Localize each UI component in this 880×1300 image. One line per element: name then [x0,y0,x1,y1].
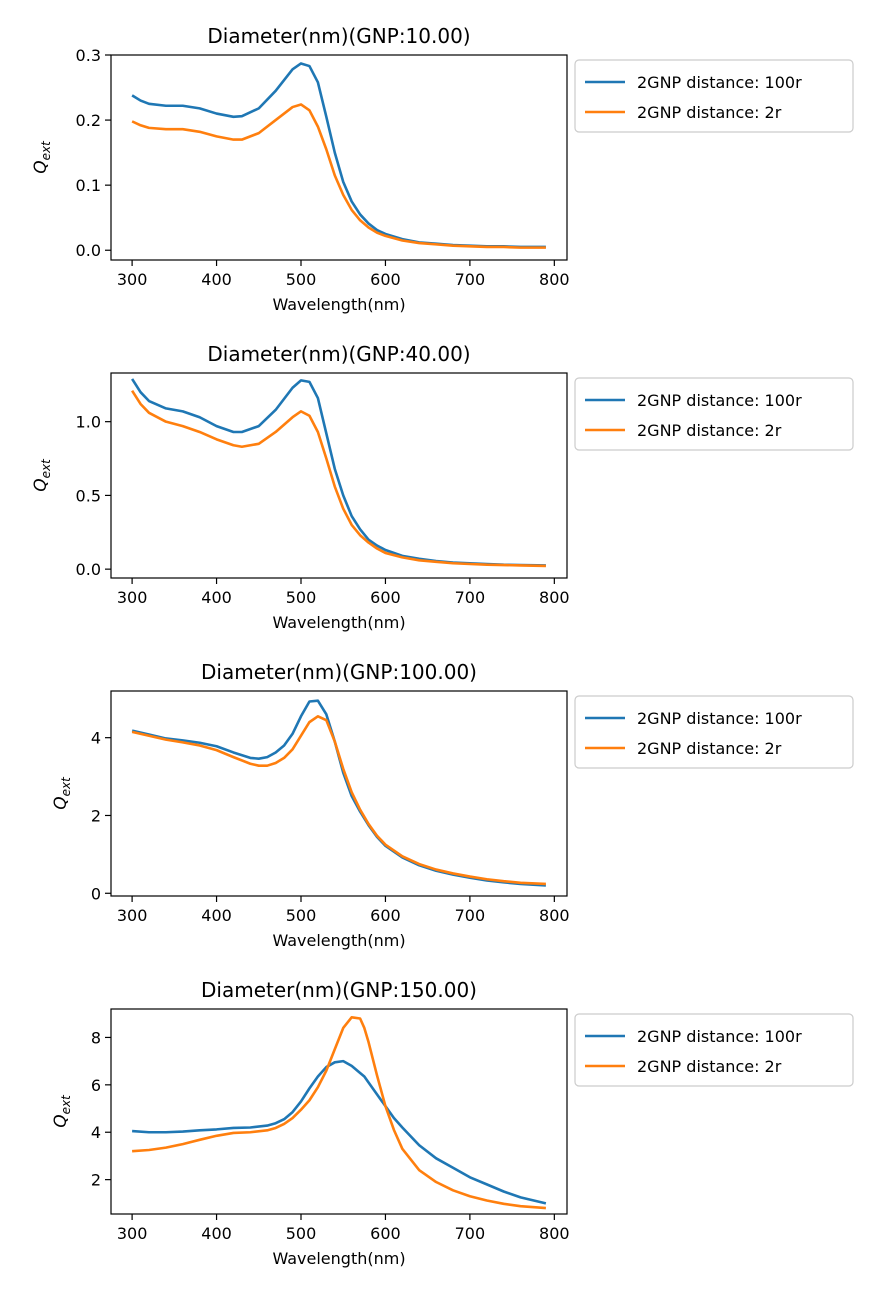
y-axis-label-sub: ext [39,458,53,478]
x-tick-label: 300 [117,588,148,607]
legend-entry-2: 2GNP distance: 2r [637,421,782,440]
legend-entry-2: 2GNP distance: 2r [637,103,782,122]
x-tick-label: 600 [370,588,401,607]
legend-entry-1: 2GNP distance: 100r [637,1027,802,1046]
x-axis-label: Wavelength(nm) [272,613,405,632]
y-tick-label: 4 [91,729,101,748]
legend-entry-1: 2GNP distance: 100r [637,709,802,728]
x-tick-label: 400 [201,906,232,925]
legend-box [574,695,854,769]
series-line-1 [131,699,546,887]
x-tick-label: 700 [455,588,486,607]
x-tick-label: 300 [117,1224,148,1243]
legend-entry-1: 2GNP distance: 100r [637,73,802,92]
x-tick-label: 400 [201,1224,232,1243]
y-axis-label-main: Q [51,796,71,809]
y-tick-label: 0.1 [76,176,101,195]
y-axis-label-main: Q [31,160,51,173]
subplot-2: Diameter(nm)(GNP:40.00) 300 400 500 600 700 80… [31,342,854,632]
y-tick-label: 0.2 [76,111,101,130]
legend-entry-2: 2GNP distance: 2r [637,739,782,758]
y-axis-label: Qext [31,140,53,174]
x-tick-label: 800 [539,906,570,925]
legend-box [574,377,854,451]
x-axis-label: Wavelength(nm) [272,1249,405,1268]
subplot-3: Diameter(nm)(GNP:100.00) 300 400 500 600 700 8… [51,660,854,950]
chart-title: Diameter(nm)(GNP:40.00) [207,342,470,366]
x-tick-label: 500 [286,1224,317,1243]
x-tick-label: 600 [370,270,401,289]
x-axis-label: Wavelength(nm) [272,931,405,950]
y-tick-label: 8 [91,1028,101,1047]
y-axis-label-main: Q [51,1114,71,1127]
y-tick-label: 2 [91,1171,101,1190]
chart-title: Diameter(nm)(GNP:150.00) [201,978,477,1002]
y-tick-label: 0.0 [76,560,101,579]
axes-frame [110,1008,568,1215]
x-tick-label: 600 [370,906,401,925]
series-line-2 [131,390,546,568]
x-tick-label: 400 [201,270,232,289]
axes-frame [110,372,568,579]
x-tick-label: 500 [286,270,317,289]
series-line-1 [131,378,546,567]
x-tick-label: 700 [455,1224,486,1243]
y-tick-label: 2 [91,806,101,825]
y-tick-label: 0.5 [76,486,101,505]
x-tick-label: 800 [539,588,570,607]
x-tick-label: 300 [117,270,148,289]
y-tick-label: 0.0 [76,241,101,260]
y-tick-label: 6 [91,1076,101,1095]
series-line-1 [132,1059,547,1205]
series-line-1 [131,62,546,249]
x-tick-label: 700 [455,906,486,925]
legend-box [574,59,854,133]
x-tick-label: 800 [539,270,570,289]
x-axis-label: Wavelength(nm) [272,295,405,314]
y-tick-label: 1.0 [76,413,101,432]
series-line-2 [132,1015,546,1210]
y-tick-label: 0 [91,884,101,903]
axes-frame [110,690,568,897]
y-axis-label: Qext [51,776,73,810]
chart-title: Diameter(nm)(GNP:10.00) [207,24,470,48]
x-tick-label: 300 [117,906,148,925]
subplot-4: Diameter(nm)(GNP:150.00) 300 400 500 600 700 8… [51,978,854,1268]
x-tick-label: 600 [370,1224,401,1243]
y-axis-label: Qext [51,1094,73,1128]
series-line-2 [131,103,546,249]
legend: 2GNP distance: 100r 2GNP distance: 2r [574,59,854,133]
x-tick-label: 500 [286,588,317,607]
y-tick-label: 0.3 [76,46,101,65]
legend: 2GNP distance: 100r 2GNP distance: 2r [574,1013,854,1087]
subplot-1: Diameter(nm)(GNP:10.00) 300 400 500 600 700 80… [31,24,854,314]
y-axis-label-sub: ext [59,1094,73,1114]
legend-entry-2: 2GNP distance: 2r [637,1057,782,1076]
legend: 2GNP distance: 100r 2GNP distance: 2r [574,695,854,769]
x-tick-label: 500 [286,906,317,925]
y-tick-label: 4 [91,1123,101,1142]
y-axis-label: Qext [31,458,53,492]
legend: 2GNP distance: 100r 2GNP distance: 2r [574,377,854,451]
axes-frame [110,54,568,261]
x-tick-label: 800 [539,1224,570,1243]
y-axis-label-main: Q [31,478,51,491]
y-axis-label-sub: ext [39,140,53,160]
legend-box [574,1013,854,1087]
x-tick-label: 400 [201,588,232,607]
chart-title: Diameter(nm)(GNP:100.00) [201,660,477,684]
series-line-2 [131,714,546,886]
legend-entry-1: 2GNP distance: 100r [637,391,802,410]
y-axis-label-sub: ext [59,776,73,796]
x-tick-label: 700 [455,270,486,289]
